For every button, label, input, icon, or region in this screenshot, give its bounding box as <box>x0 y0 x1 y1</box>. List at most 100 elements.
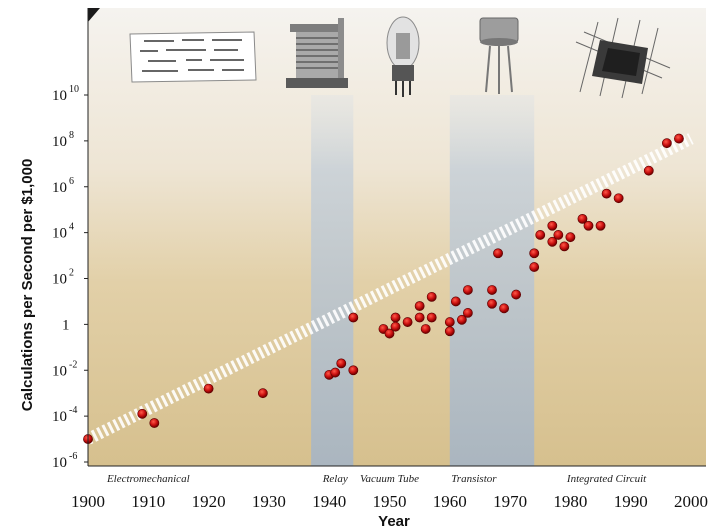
era-label: Integrated Circuit <box>566 473 647 485</box>
data-point <box>529 248 540 259</box>
era-bands <box>311 95 535 466</box>
data-point <box>384 328 395 339</box>
x-tick-label: 1920 <box>192 492 226 511</box>
x-tick-label: 2000 <box>674 492 708 511</box>
data-point <box>553 230 564 240</box>
era-label: Electromechanical <box>106 473 190 485</box>
era-label: Vacuum Tube <box>360 473 419 485</box>
y-tick-label: 10 <box>52 272 67 288</box>
data-point <box>601 188 612 199</box>
data-point <box>336 358 347 369</box>
data-point <box>414 301 425 311</box>
transistor-icon <box>479 17 519 94</box>
y-tick-exponent: -2 <box>69 359 77 370</box>
data-point <box>499 303 509 314</box>
x-tick-label: 1910 <box>131 492 165 511</box>
data-point <box>450 296 461 307</box>
y-tick: 10 2 <box>52 268 88 288</box>
y-tick: 1 <box>62 317 88 333</box>
data-point <box>661 138 672 149</box>
data-point <box>559 241 570 252</box>
data-point <box>547 236 558 247</box>
data-point <box>487 285 497 295</box>
integrated-circuit-icon <box>575 17 671 99</box>
vacuum-tube-icon <box>386 16 420 97</box>
data-point <box>547 220 558 231</box>
y-tick-label: 10 <box>52 409 67 425</box>
era-label: Relay <box>322 473 348 485</box>
y-tick: 10 6 <box>52 176 88 196</box>
y-tick: 10 8 <box>52 130 88 150</box>
y-axis-label: Calculations per Second per $1,000 <box>19 159 36 412</box>
x-tick-label: 1940 <box>312 492 346 511</box>
data-point <box>444 317 455 327</box>
era-band-1 <box>449 95 535 466</box>
data-point <box>462 285 473 295</box>
x-ticks: 1900 1910 1920 1930 1940 1950 1960 1970 1980 1990… <box>71 492 708 511</box>
x-axis-label: Year <box>378 513 410 530</box>
data-point <box>426 312 437 323</box>
data-point <box>487 298 497 309</box>
data-point <box>456 314 467 325</box>
y-tick-label: 10 <box>52 455 67 471</box>
y-tick-label: 10 <box>52 180 67 196</box>
data-point <box>330 367 341 378</box>
data-point <box>462 308 473 318</box>
punch-card-icon <box>129 31 257 83</box>
x-tick-label: 1950 <box>373 492 407 511</box>
data-point <box>493 248 503 259</box>
y-tick-exponent: -4 <box>69 405 77 416</box>
x-tick-label: 1990 <box>614 492 648 511</box>
x-tick-label: 1960 <box>433 492 467 511</box>
era-labels: Electromechanical Relay Vacuum Tube Transis… <box>106 473 647 485</box>
y-tick-label: 1 <box>62 317 70 333</box>
data-point <box>535 230 546 240</box>
y-tick-label: 10 <box>52 226 67 242</box>
data-point <box>402 317 413 327</box>
y-tick-exponent: 2 <box>69 268 74 279</box>
data-point <box>348 312 359 323</box>
data-point <box>577 213 588 224</box>
data-point <box>643 165 654 176</box>
corner-shadow <box>88 8 100 22</box>
x-tick-label: 1900 <box>71 492 105 511</box>
data-point <box>390 321 401 332</box>
data-point <box>390 312 401 323</box>
era-band-0 <box>311 95 354 466</box>
data-point <box>137 408 148 419</box>
data-point <box>613 193 624 204</box>
y-tick: 10 -6 <box>52 451 88 471</box>
relay-icon <box>286 18 348 88</box>
data-point <box>511 289 522 300</box>
data-point <box>583 220 594 231</box>
trend-line <box>85 133 694 445</box>
data-point <box>426 291 437 302</box>
y-tick-exponent: -6 <box>69 451 77 462</box>
data-point <box>420 324 431 334</box>
y-tick-label: 10 <box>52 88 67 104</box>
data-point <box>674 133 684 144</box>
data-point <box>529 262 540 272</box>
x-tick-label: 1970 <box>493 492 527 511</box>
x-tick-label: 1930 <box>252 492 286 511</box>
data-point <box>348 365 359 376</box>
y-tick: 10 10 <box>52 84 88 104</box>
y-tick-exponent: 10 <box>69 84 79 95</box>
data-point <box>595 220 606 231</box>
y-tick-exponent: 8 <box>69 130 74 141</box>
data-point <box>565 232 576 243</box>
era-label: Transistor <box>451 473 497 485</box>
data-point <box>203 383 214 394</box>
y-tick-exponent: 6 <box>69 176 74 187</box>
data-point <box>444 326 455 337</box>
y-tick: 10 -4 <box>52 405 88 425</box>
y-tick: 10 -2 <box>52 359 88 379</box>
data-point <box>414 312 425 323</box>
data-point <box>257 388 268 399</box>
x-tick-label: 1980 <box>553 492 587 511</box>
y-tick: 10 4 <box>52 222 88 242</box>
y-tick-exponent: 4 <box>69 222 74 233</box>
y-tick-label: 10 <box>52 134 67 150</box>
